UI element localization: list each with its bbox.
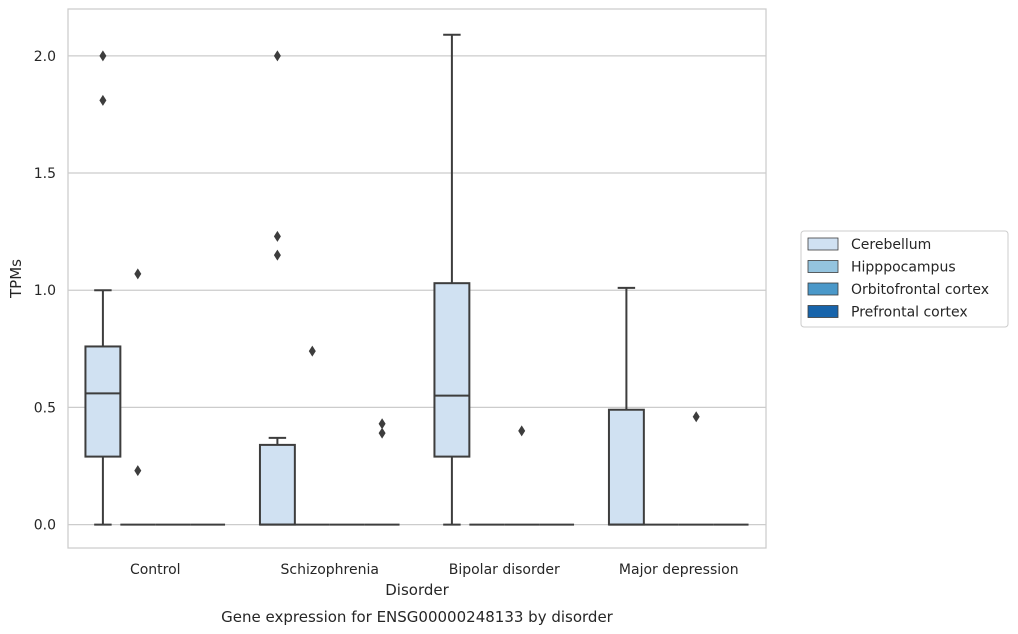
box-1-3 [364, 418, 400, 526]
plot-frame [67, 8, 767, 549]
outlier-point [692, 411, 700, 423]
x-axis-ticks: Control Schizophrenia Bipolar disorder Majo… [130, 562, 739, 578]
x-tick-label: Schizophrenia [281, 562, 379, 578]
legend-label: Hipppocampus [851, 260, 956, 276]
outlier-point [378, 418, 386, 430]
outlier-point [99, 50, 107, 62]
y-tick-label: 0.0 [34, 518, 56, 534]
box-2-2 [504, 425, 540, 526]
legend-label: Cerebellum [851, 237, 931, 253]
y-tick-label: 0.5 [34, 400, 56, 416]
outlier-point [134, 465, 142, 477]
legend-label: Orbitofrontal cortex [851, 282, 989, 298]
box-1-1 [294, 345, 330, 526]
chart-title: Gene expression for ENSG00000248133 by d… [221, 608, 614, 626]
legend-swatch [807, 282, 839, 296]
x-tick-label: Bipolar disorder [449, 562, 560, 578]
outlier-point [518, 425, 526, 437]
outlier-point [134, 268, 142, 280]
box-iqr [258, 443, 296, 526]
y-tick-label: 1.5 [34, 166, 56, 182]
gridlines [68, 55, 766, 526]
x-tick-label: Major depression [619, 562, 739, 578]
legend-frame [800, 230, 1009, 328]
outlier-point [273, 230, 281, 242]
box-2-0 [433, 33, 471, 526]
legend-swatch [807, 305, 839, 318]
box-iqr [607, 408, 645, 526]
y-tick-label: 2.0 [34, 49, 56, 65]
outlier-point [273, 249, 281, 261]
box-plot-series [84, 33, 749, 526]
outlier-point [378, 427, 386, 439]
box-3-0 [607, 286, 645, 526]
legend-swatch [807, 260, 839, 273]
box-0-0 [84, 50, 122, 526]
legend-label: Prefrontal cortex [851, 305, 968, 321]
legend: Cerebellum Hipppocampus Orbitofrontal cort… [800, 230, 1009, 328]
box-0-1 [120, 268, 156, 526]
outlier-point [273, 50, 281, 62]
y-axis-ticks: 0.0 0.5 1.0 1.5 2.0 [34, 49, 56, 534]
box-3-2 [678, 411, 714, 526]
box-1-0 [258, 50, 296, 526]
box-iqr [84, 345, 122, 458]
box-iqr [433, 282, 471, 458]
y-axis-label: TPMs [7, 259, 25, 299]
x-axis-label: Disorder [385, 581, 449, 599]
y-tick-label: 1.0 [34, 283, 56, 299]
legend-swatch [807, 237, 839, 251]
outlier-point [99, 94, 107, 106]
x-tick-label: Control [130, 562, 181, 578]
outlier-point [308, 345, 316, 357]
